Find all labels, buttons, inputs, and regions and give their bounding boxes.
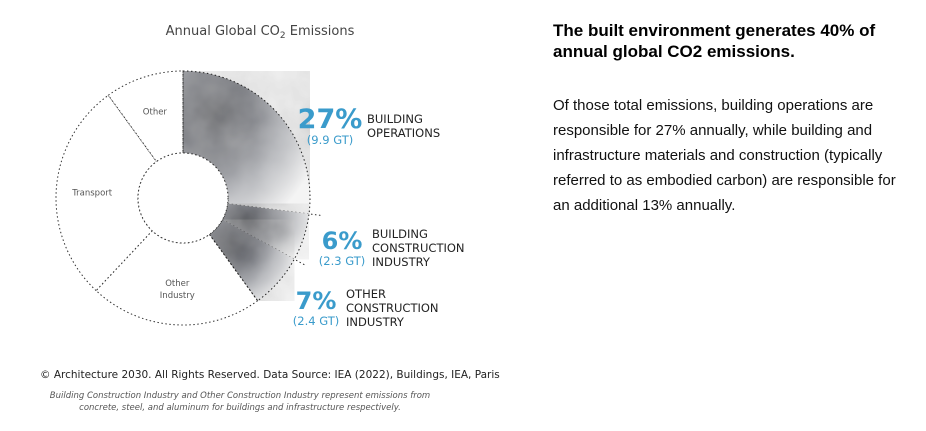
- category-label: BUILDING: [367, 112, 423, 126]
- segment-building-operations: [183, 71, 311, 214]
- segment-label: Other: [165, 279, 190, 289]
- highlight-outline: [182, 70, 311, 302]
- page-body-text: Of those total emissions, building opera…: [553, 97, 896, 214]
- segment-other-construction-industry: [209, 219, 295, 301]
- category-label: INDUSTRY: [346, 315, 405, 329]
- category-label: OPERATIONS: [367, 126, 440, 140]
- percent-label: 7%: [296, 287, 337, 315]
- segment-transport: [55, 94, 158, 292]
- category-label: BUILDING: [372, 227, 428, 241]
- category-label: CONSTRUCTION: [372, 241, 465, 255]
- category-label: INDUSTRY: [372, 255, 431, 269]
- gigatonne-label: (9.9 GT): [307, 133, 353, 147]
- percent-label: 27%: [298, 104, 363, 135]
- gigatonne-label: (2.4 GT): [293, 314, 339, 328]
- segment-label: Transport: [71, 188, 113, 198]
- chart-title: Annual Global CO2 Emissions: [166, 24, 355, 41]
- percent-label: 6%: [322, 227, 363, 255]
- segment-label: Industry: [160, 291, 195, 301]
- source-footnote: Building Construction Industry and Other…: [49, 391, 431, 413]
- page-heading: The built environment generates 40% of a…: [553, 21, 876, 61]
- copyright-note: © Architecture 2030. All Rights Reserved…: [40, 369, 500, 381]
- donut-hole: [137, 152, 229, 244]
- segment-building-construction-industry: [222, 203, 309, 260]
- segment-other-industry: [95, 230, 259, 326]
- category-label: OTHER: [346, 287, 386, 301]
- segment-other: [107, 70, 184, 163]
- segment-label: Other: [143, 107, 168, 117]
- emissions-donut-chart: Annual Global CO2 Emissions 27%(9.9 GT) B…: [55, 24, 465, 329]
- gigatonne-label: (2.3 GT): [319, 254, 365, 268]
- category-label: CONSTRUCTION: [346, 301, 439, 315]
